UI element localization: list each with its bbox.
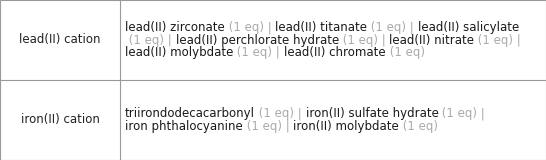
Text: iron(II) molybdate: iron(II) molybdate: [293, 120, 399, 133]
Text: (1 eq): (1 eq): [225, 21, 264, 34]
Text: (1 eq): (1 eq): [367, 21, 406, 34]
Text: |: |: [164, 33, 175, 47]
Text: (1 eq): (1 eq): [438, 107, 477, 120]
Text: iron(II) sulfate hydrate: iron(II) sulfate hydrate: [306, 107, 438, 120]
Text: (1 eq): (1 eq): [125, 33, 164, 47]
Text: lead(II) salicylate: lead(II) salicylate: [418, 21, 519, 34]
Text: lead(II) perchlorate hydrate: lead(II) perchlorate hydrate: [175, 33, 339, 47]
Text: lead(II) molybdate: lead(II) molybdate: [125, 46, 233, 59]
Text: |: |: [477, 107, 489, 120]
Text: triirondodecacarbonyl: triirondodecacarbonyl: [125, 107, 255, 120]
Text: lead(II) nitrate: lead(II) nitrate: [389, 33, 474, 47]
Text: (1 eq): (1 eq): [243, 120, 282, 133]
Text: |: |: [513, 33, 525, 47]
Text: (1 eq): (1 eq): [255, 107, 294, 120]
Text: (1 eq): (1 eq): [233, 46, 272, 59]
Text: iron phthalocyanine: iron phthalocyanine: [125, 120, 243, 133]
Text: lead(II) zirconate: lead(II) zirconate: [125, 21, 225, 34]
Text: (1 eq): (1 eq): [339, 33, 378, 47]
Text: iron(II) cation: iron(II) cation: [21, 113, 99, 127]
Text: |: |: [294, 107, 306, 120]
Text: |: |: [272, 46, 284, 59]
Text: lead(II) cation: lead(II) cation: [19, 33, 101, 47]
Text: |: |: [282, 120, 293, 133]
Text: lead(II) titanate: lead(II) titanate: [275, 21, 367, 34]
Text: |: |: [406, 21, 418, 34]
Text: lead(II) chromate: lead(II) chromate: [284, 46, 385, 59]
Text: (1 eq): (1 eq): [385, 46, 424, 59]
Text: (1 eq): (1 eq): [399, 120, 438, 133]
Text: |: |: [378, 33, 389, 47]
Text: (1 eq): (1 eq): [474, 33, 513, 47]
Text: |: |: [264, 21, 275, 34]
